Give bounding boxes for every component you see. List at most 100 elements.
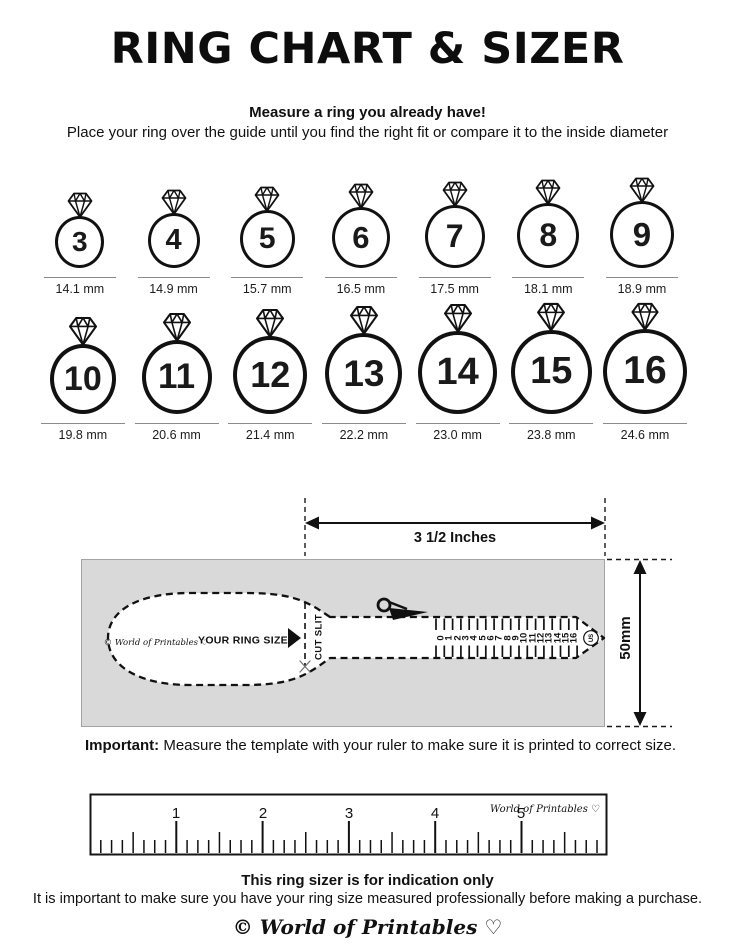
ring-band: 14 bbox=[418, 331, 498, 414]
ring-size-number: 12 bbox=[250, 354, 291, 395]
strap-number: 6 bbox=[485, 635, 496, 640]
ruler-brand: World of Printables ♡ bbox=[490, 804, 600, 815]
diameter-underline bbox=[605, 277, 678, 278]
cut-mark-icon bbox=[299, 660, 311, 673]
strap-number: 5 bbox=[477, 635, 488, 641]
ring-size-item: 3 14.1 mm bbox=[33, 172, 127, 296]
diameter-underline bbox=[418, 277, 491, 278]
ruler-numbers: 1 2 3 4 5 bbox=[172, 805, 525, 822]
scissors-icon bbox=[376, 597, 428, 620]
ring-band: 4 bbox=[147, 213, 200, 268]
ring-band: 11 bbox=[141, 340, 212, 414]
ring-size-number: 7 bbox=[445, 218, 464, 254]
diamond-icon bbox=[443, 303, 472, 333]
ring-size-item: 16 24.6 mm bbox=[598, 300, 692, 442]
arrow-up-icon bbox=[633, 560, 647, 574]
ring-band: 7 bbox=[424, 205, 485, 268]
ring-size-number: 16 bbox=[623, 349, 667, 393]
strap-number: 0 bbox=[435, 635, 446, 640]
strap-number: 1 bbox=[443, 635, 454, 641]
footer-text: It is important to make sure you have yo… bbox=[32, 891, 703, 907]
diamond-icon bbox=[68, 316, 97, 346]
ring-diameter-label: 16.5 mm bbox=[336, 282, 386, 296]
diamond-icon bbox=[537, 302, 566, 332]
ring-diameter-label: 14.9 mm bbox=[149, 282, 198, 296]
ring-size-item: 13 22.2 mm bbox=[317, 300, 411, 442]
footer: This ring sizer is for indication only I… bbox=[0, 872, 735, 939]
diamond-icon bbox=[349, 305, 378, 335]
ring-diameter-label: 17.5 mm bbox=[430, 282, 479, 296]
strap-number: 8 bbox=[502, 635, 513, 640]
diameter-underline bbox=[43, 277, 116, 278]
ring-band: 13 bbox=[325, 333, 403, 414]
ruler: 1 2 3 4 5 World of Printables ♡ bbox=[89, 793, 608, 856]
strap-number: 9 bbox=[510, 635, 521, 640]
ring-diameter-label: 23.0 mm bbox=[433, 428, 482, 442]
ring-size-item: 6 16.5 mm bbox=[314, 172, 408, 296]
ring-band: 9 bbox=[609, 201, 674, 268]
footer-heading: This ring sizer is for indication only bbox=[241, 872, 494, 889]
diamond-icon bbox=[256, 308, 285, 338]
ring-size-number: 10 bbox=[63, 359, 102, 398]
strap-ticks bbox=[435, 618, 578, 657]
diamond-icon bbox=[161, 189, 186, 215]
diamond-icon bbox=[629, 177, 655, 203]
us-label: US bbox=[589, 634, 595, 642]
important-note: Important: Measure the template with you… bbox=[85, 737, 676, 754]
diameter-underline bbox=[231, 277, 304, 278]
ring-size-number: 11 bbox=[158, 357, 196, 396]
strap-number: 12 bbox=[535, 633, 546, 644]
your-ring-size-label: YOUR RING SIZE bbox=[198, 635, 288, 647]
ring-chart-row-1: 3 14.1 mm 4 14.9 mm 5 15.7 mm 6 16.5 mm … bbox=[33, 172, 689, 296]
ring-diameter-label: 22.2 mm bbox=[339, 428, 389, 442]
diameter-underline bbox=[40, 423, 125, 424]
ring-size-item: 7 17.5 mm bbox=[408, 172, 502, 296]
ring-size-number: 14 bbox=[436, 351, 479, 393]
cut-slit-label: CUT SLIT bbox=[314, 614, 325, 660]
strap-number: 15 bbox=[560, 632, 571, 643]
ring-band: 10 bbox=[49, 344, 116, 414]
diamond-icon bbox=[67, 192, 93, 218]
ring-size-item: 15 23.8 mm bbox=[504, 300, 598, 442]
ring-band: 16 bbox=[602, 328, 687, 414]
ruler-number: 2 bbox=[259, 805, 267, 822]
ring-size-item: 10 19.8 mm bbox=[36, 300, 130, 442]
ring-size-number: 5 bbox=[258, 222, 276, 255]
footer-brand: © World of Printables ♡ bbox=[232, 915, 503, 939]
diameter-underline bbox=[228, 423, 313, 424]
diameter-underline bbox=[512, 277, 585, 278]
header: RING CHART & SIZER Measure a ring you al… bbox=[0, 0, 735, 141]
ring-size-number: 9 bbox=[632, 215, 652, 253]
strap-number: 7 bbox=[493, 635, 504, 640]
arrow-right-icon bbox=[591, 516, 605, 530]
ring-band: 15 bbox=[510, 329, 592, 414]
ring-diameter-label: 19.8 mm bbox=[58, 428, 108, 442]
ring-size-number: 13 bbox=[343, 352, 385, 394]
ring-size-item: 14 23.0 mm bbox=[411, 300, 505, 442]
ruler-number: 3 bbox=[345, 805, 353, 822]
ring-size-item: 9 18.9 mm bbox=[595, 172, 689, 296]
height-dimension-label: 50mm bbox=[617, 616, 634, 659]
ring-diameter-label: 18.1 mm bbox=[523, 282, 573, 296]
diameter-underline bbox=[415, 423, 500, 424]
strap-number: 13 bbox=[543, 633, 554, 644]
ring-size-item: 8 18.1 mm bbox=[501, 172, 595, 296]
ring-size-item: 4 14.9 mm bbox=[127, 172, 221, 296]
subtitle: Measure a ring you already have! bbox=[249, 104, 486, 121]
important-label: Important: bbox=[85, 737, 160, 754]
diameter-underline bbox=[602, 423, 687, 424]
ring-diameter-label: 18.9 mm bbox=[617, 282, 667, 296]
ruler-number: 5 bbox=[517, 805, 525, 822]
strap-number: 3 bbox=[460, 635, 471, 640]
strap-number: 16 bbox=[568, 633, 579, 644]
ring-band: 6 bbox=[331, 207, 390, 268]
us-size-circle bbox=[583, 630, 599, 646]
diameter-underline bbox=[324, 277, 397, 278]
ruler-number: 4 bbox=[431, 805, 439, 822]
ring-band: 3 bbox=[55, 216, 105, 268]
important-text: Measure the template with your ruler to … bbox=[163, 737, 677, 754]
ring-diameter-label: 20.6 mm bbox=[152, 428, 201, 442]
ring-diameter-label: 23.8 mm bbox=[526, 428, 576, 442]
diamond-icon bbox=[631, 302, 659, 331]
ring-band: 12 bbox=[233, 336, 308, 414]
